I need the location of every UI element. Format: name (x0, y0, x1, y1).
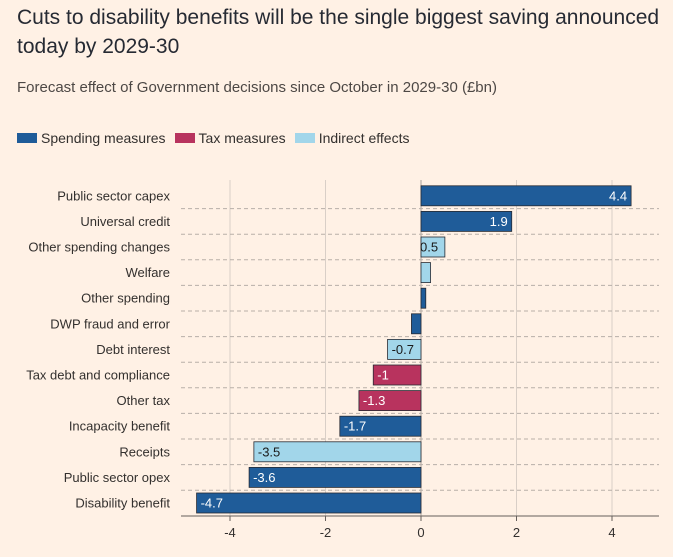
chart-title: Cuts to disability benefits will be the … (17, 6, 660, 58)
bar (387, 338, 422, 360)
bar (420, 185, 632, 207)
bar (248, 466, 422, 488)
bar (420, 210, 513, 232)
bar (358, 390, 422, 412)
bar (420, 287, 427, 309)
category-label: Other spending changes (28, 240, 170, 255)
data-label: -3.6 (253, 470, 275, 485)
category-label: Public sector opex (64, 470, 171, 485)
category-label: Other spending (81, 291, 170, 306)
legend-label-tax: Tax measures (198, 130, 286, 146)
bar (372, 364, 422, 386)
category-label: Welfare (125, 265, 170, 280)
bar (420, 236, 446, 258)
category-label: Public sector capex (57, 188, 170, 203)
x-tick-label: -2 (320, 525, 332, 540)
category-label: Other tax (117, 393, 171, 408)
data-label: -4.7 (201, 496, 223, 511)
legend-label-indirect: Indirect effects (318, 130, 410, 146)
category-label: DWP fraud and error (50, 316, 170, 331)
category-label: Incapacity benefit (69, 419, 171, 434)
legend-item-spending: Spending measures (17, 130, 166, 146)
legend-label-spending: Spending measures (41, 130, 166, 146)
category-label: Debt interest (96, 342, 170, 357)
category-label: Tax debt and compliance (26, 368, 170, 383)
data-label: -3.5 (258, 444, 280, 459)
bar (253, 441, 422, 463)
x-tick-label: 4 (608, 525, 615, 540)
category-label: Universal credit (80, 214, 170, 229)
category-label: Receipts (119, 444, 170, 459)
x-tick-label: -4 (224, 525, 236, 540)
bar (339, 415, 422, 437)
data-label: -1.3 (363, 393, 385, 408)
bar (420, 262, 431, 284)
data-label: 1.9 (490, 214, 508, 229)
legend-swatch-indirect (294, 133, 315, 143)
data-label: -1 (377, 368, 389, 383)
x-tick-label: 0 (417, 525, 424, 540)
x-tick-label: 2 (513, 525, 520, 540)
legend-swatch-spending (17, 133, 37, 143)
chart-legend: Spending measures Tax measures Indirect … (17, 130, 418, 146)
bar (196, 492, 422, 514)
data-label: 4.4 (609, 188, 627, 203)
chart-subtitle: Forecast effect of Government decisions … (17, 79, 497, 96)
data-label: 0.5 (420, 240, 438, 255)
category-label: Disability benefit (75, 496, 170, 511)
bar (411, 313, 422, 335)
legend-swatch-tax (174, 133, 195, 143)
data-label: -1.7 (344, 419, 366, 434)
legend-item-indirect: Indirect effects (294, 130, 410, 146)
legend-item-tax: Tax measures (174, 130, 286, 146)
data-label: -0.7 (392, 342, 414, 357)
